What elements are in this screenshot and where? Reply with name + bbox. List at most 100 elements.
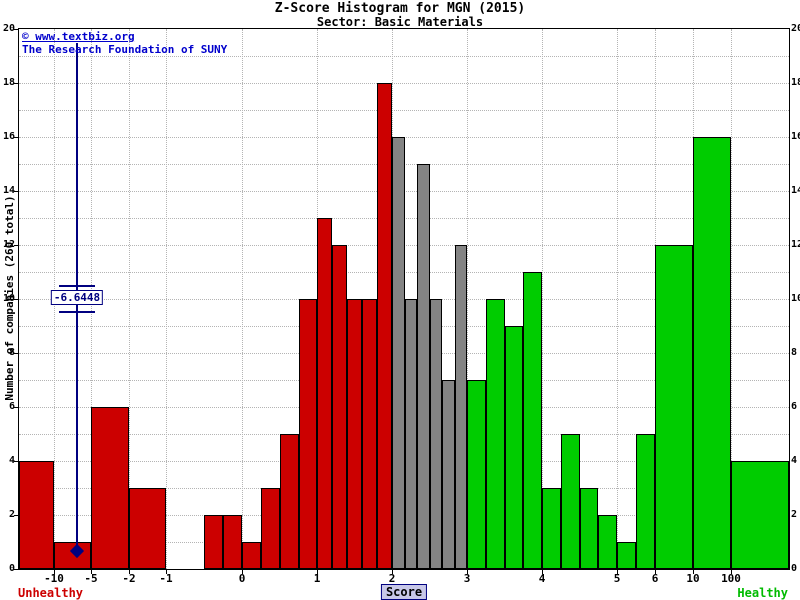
y-tick-label: 16: [2, 131, 15, 142]
x-tick-mark: [731, 570, 732, 574]
x-tick-mark: [129, 570, 130, 574]
x-tick-label: 5: [613, 572, 621, 585]
y-tick-mark: [14, 29, 18, 30]
histogram-bar: [129, 488, 166, 569]
y-tick-label: 2: [791, 509, 798, 520]
h-gridline: [19, 83, 789, 84]
x-tick-label: -1: [159, 572, 173, 585]
histogram-bar: [731, 461, 789, 569]
x-tick-mark: [655, 570, 656, 574]
y-tick-label: 18: [2, 77, 15, 88]
histogram-bar: [299, 299, 317, 569]
histogram-bar: [261, 488, 280, 569]
y-tick-mark: [14, 461, 18, 462]
x-tick-label: 2: [388, 572, 396, 585]
histogram-bar: [598, 515, 617, 569]
histogram-bar: [580, 488, 598, 569]
watermark-org: The Research Foundation of SUNY: [22, 43, 228, 56]
histogram-bar: [405, 299, 417, 569]
histogram-bar: [523, 272, 542, 569]
y-tick-label: 12: [791, 239, 800, 250]
x-tick-label: -2: [122, 572, 136, 585]
histogram-bar: [362, 299, 377, 569]
histogram-bar: [467, 380, 486, 569]
watermark: © www.textbiz.org The Research Foundatio…: [22, 30, 227, 56]
x-tick-mark: [617, 570, 618, 574]
x-tick-label: 10: [686, 572, 700, 585]
unhealthy-label: Unhealthy: [18, 586, 84, 600]
x-tick-mark: [166, 570, 167, 574]
histogram-bar: [486, 299, 505, 569]
histogram-bar: [223, 515, 242, 569]
histogram-bar: [392, 137, 405, 569]
x-tick-mark: [542, 570, 543, 574]
x-tick-mark: [317, 570, 318, 574]
y-tick-label: 8: [791, 347, 798, 358]
x-tick-label: 4: [538, 572, 546, 585]
histogram-bar: [242, 542, 261, 569]
y-tick-label: 6: [8, 401, 15, 412]
x-tick-label: 3: [463, 572, 471, 585]
y-tick-label: 16: [791, 131, 800, 142]
histogram-bar: [317, 218, 332, 569]
y-tick-mark: [14, 407, 18, 408]
y-tick-label: 20: [2, 23, 15, 34]
plot-area: © www.textbiz.org The Research Foundatio…: [18, 28, 790, 570]
y-tick-label: 8: [8, 347, 15, 358]
y-tick-label: 4: [791, 455, 798, 466]
y-tick-mark: [14, 245, 18, 246]
x-tick-label: 1: [313, 572, 321, 585]
histogram-bar: [442, 380, 455, 569]
y-tick-label: 20: [791, 23, 800, 34]
y-tick-label: 0: [791, 563, 798, 574]
histogram-bar: [542, 488, 561, 569]
x-tick-mark: [242, 570, 243, 574]
histogram-bar: [204, 515, 223, 569]
watermark-link[interactable]: © www.textbiz.org: [22, 30, 135, 43]
histogram-bar: [655, 245, 693, 569]
x-tick-mark: [54, 570, 55, 574]
y-tick-label: 10: [791, 293, 800, 304]
histogram-bar: [347, 299, 362, 569]
y-tick-label: 6: [791, 401, 798, 412]
zscore-marker-crossbar-bottom: [59, 311, 95, 313]
histogram-bar: [377, 83, 392, 569]
healthy-label: Healthy: [737, 586, 788, 600]
x-axis-label: Score: [380, 584, 428, 600]
histogram-bar: [430, 299, 442, 569]
x-tick-mark: [467, 570, 468, 574]
chart-subtitle: Sector: Basic Materials: [316, 15, 484, 29]
y-tick-mark: [14, 569, 18, 570]
y-tick-mark: [14, 353, 18, 354]
x-tick-label: 100: [721, 572, 741, 585]
y-tick-mark: [14, 83, 18, 84]
h-gridline: [19, 56, 789, 57]
histogram-bar: [636, 434, 655, 569]
histogram-bar: [617, 542, 636, 569]
x-tick-label: -5: [84, 572, 98, 585]
zscore-marker-crossbar-top: [59, 285, 95, 287]
x-tick-mark: [392, 570, 393, 574]
y-tick-label: 4: [8, 455, 15, 466]
y-tick-label: 12: [2, 239, 15, 250]
x-tick-label: -10: [44, 572, 64, 585]
histogram-bar: [91, 407, 129, 569]
x-tick-mark: [693, 570, 694, 574]
histogram-bar: [693, 137, 731, 569]
y-tick-label: 18: [791, 77, 800, 88]
y-tick-mark: [14, 515, 18, 516]
histogram-bar: [417, 164, 430, 569]
histogram-bar: [332, 245, 347, 569]
y-tick-label: 10: [2, 293, 15, 304]
x-tick-mark: [91, 570, 92, 574]
histogram-bar: [455, 245, 467, 569]
y-tick-mark: [14, 137, 18, 138]
zscore-marker-label: -6.6448: [50, 290, 104, 305]
y-tick-label: 14: [2, 185, 15, 196]
h-gridline: [19, 110, 789, 111]
histogram-bar: [19, 461, 54, 569]
y-tick-mark: [14, 299, 18, 300]
histogram-bar: [54, 542, 91, 569]
y-tick-label: 2: [8, 509, 15, 520]
